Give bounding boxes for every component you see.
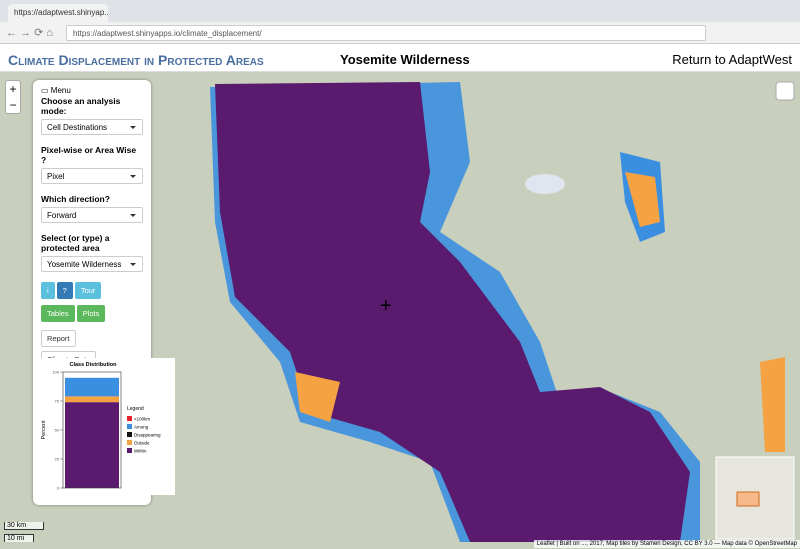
tour-button[interactable]: Tour [74, 282, 102, 299]
cursor: + [380, 295, 392, 317]
y-axis-label: Percent [41, 420, 47, 439]
legend-label: Disappearing [134, 433, 161, 438]
zoom-in[interactable]: + [9, 82, 17, 96]
legend-swatch [127, 416, 132, 421]
legend-swatch [127, 440, 132, 445]
zoom-out[interactable]: − [9, 98, 17, 112]
legend-label: Outside [134, 441, 150, 446]
label: Which direction? [41, 194, 110, 204]
report-button[interactable]: Report [41, 330, 76, 347]
nav-icons: ← → ⟳ ⌂ [6, 27, 54, 39]
tab-bar: https://adaptwest.shinyap... [0, 0, 800, 22]
select[interactable]: Pixel [41, 168, 143, 184]
y-tick-label: 25 [55, 457, 60, 462]
chart-title: Class Distribution [69, 362, 117, 368]
legend-swatch [127, 424, 132, 429]
y-tick-label: 0 [57, 486, 60, 491]
y-tick-label: 75 [55, 399, 60, 404]
select[interactable]: Yosemite Wilderness [41, 256, 143, 272]
bar-segment [65, 402, 119, 488]
legend-label: <100km [134, 417, 150, 422]
bar-segment [65, 377, 119, 397]
label: Select (or type) a protected area [41, 233, 110, 253]
label: Pixel-wise or Area Wise ? [41, 145, 137, 165]
plots-button[interactable]: Plots [76, 305, 106, 322]
area-title: Yosemite Wilderness [340, 52, 470, 67]
tables-button[interactable]: Tables [41, 305, 75, 322]
return-link[interactable]: Return to AdaptWest [672, 52, 792, 67]
legend-label: Among [134, 425, 149, 430]
scale-km: 30 km [4, 522, 44, 530]
bar-segment [65, 396, 119, 403]
app-title: Climate Displacement in Protected Areas [8, 52, 264, 68]
layers-button[interactable] [775, 81, 795, 101]
tab[interactable]: https://adaptwest.shinyap... [8, 4, 108, 22]
url-field[interactable]: https://adaptwest.shinyapps.io/climate_d… [66, 25, 706, 41]
app-header: Climate Displacement in Protected Areas … [0, 44, 800, 72]
legend-label: Within [134, 449, 147, 454]
scale-mi: 10 mi [4, 534, 34, 542]
info-button[interactable]: i [41, 282, 55, 299]
select[interactable]: Cell Destinations [41, 119, 143, 135]
plot-frame [62, 371, 122, 489]
menu-title-text: Menu [50, 86, 71, 95]
legend-title: Legend [127, 406, 144, 412]
attribution: Leaflet | Built on ..., 2017, Map tiles … [533, 540, 800, 548]
legend-swatch [127, 448, 132, 453]
class-chart: Class Distribution Percent 0 25 50 75 100 Legen… [35, 358, 175, 495]
label: Choose an analysis mode: [41, 96, 121, 116]
map-overlay: + [210, 81, 795, 542]
y-tick-label: 100 [52, 370, 59, 375]
help-button[interactable]: ? [56, 282, 73, 299]
select[interactable]: Forward [41, 207, 143, 223]
zoom-control: + − [5, 80, 21, 114]
address-bar: ← → ⟳ ⌂ https://adaptwest.shinyapps.io/c… [0, 22, 800, 44]
y-tick-label: 50 [55, 428, 60, 433]
legend-swatch [127, 432, 132, 437]
menu-title[interactable]: ▭ Menu [41, 86, 71, 95]
